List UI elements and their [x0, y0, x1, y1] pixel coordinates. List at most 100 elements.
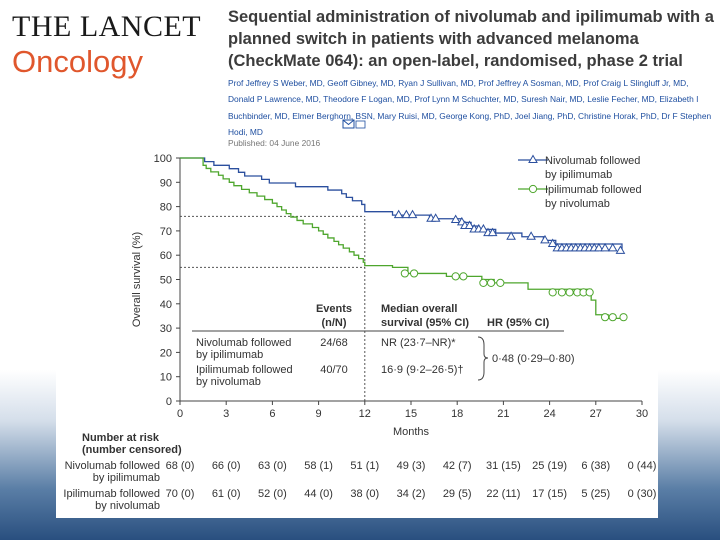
y-axis-label: Overall survival (%): [131, 232, 143, 327]
survival-curve-nivolumab: [180, 157, 623, 252]
email-icon[interactable]: [342, 119, 366, 129]
censor-mark-circle: [479, 278, 488, 288]
censor-mark-circle: [608, 313, 617, 322]
risk-row-label: Ipilimumab followed: [63, 488, 160, 500]
x-tick-label: 18: [451, 408, 463, 420]
risk-count: 38 (0): [350, 488, 379, 500]
censor-mark-circle: [486, 278, 496, 288]
risk-table-title: (number censored): [82, 444, 182, 456]
y-tick-label: 20: [160, 347, 172, 359]
y-tick-label: 30: [160, 323, 172, 335]
risk-count: 63 (0): [258, 460, 287, 472]
risk-count: 61 (0): [212, 488, 241, 500]
risk-count: 58 (1): [304, 460, 333, 472]
risk-count: 68 (0): [166, 460, 195, 472]
risk-count: 49 (3): [397, 460, 426, 472]
inset-group-label: Ipilimumab followed: [196, 364, 293, 376]
censor-mark-triangle: [506, 231, 516, 240]
inset-events-value: 24/68: [320, 337, 348, 349]
inset-group-label: by nivolumab: [196, 376, 261, 388]
legend-label: Nivolumab followed: [545, 155, 640, 167]
inset-header-events: (n/N): [321, 317, 346, 329]
censor-mark-circle: [565, 288, 574, 297]
x-tick-label: 6: [269, 408, 275, 420]
censor-mark-triangle: [478, 223, 489, 233]
inset-header-median: survival (95% CI): [381, 317, 469, 329]
figure-panel: 0 10 20 30 40 50 60 70 80 90 100 0 3 6 9 12 15 18 21 24 27 30…: [56, 150, 658, 518]
y-tick-label: 90: [160, 177, 172, 189]
survival-curve-ipilimumab: [180, 157, 624, 320]
risk-count: 66 (0): [212, 460, 241, 472]
y-tick-label: 40: [160, 299, 172, 311]
censor-mark-circle: [496, 278, 505, 288]
risk-count: 42 (7): [443, 460, 472, 472]
x-tick-label: 24: [543, 408, 555, 420]
survival-chart: 0 10 20 30 40 50 60 70 80 90 100 0 3 6 9 12 15 18 21 24 27 30…: [63, 153, 656, 512]
censor-mark-circle: [600, 313, 610, 322]
x-tick-label: 21: [497, 408, 509, 420]
risk-count: 17 (15): [532, 488, 567, 500]
censor-mark-triangle: [407, 209, 418, 219]
y-tick-label: 80: [160, 202, 172, 214]
x-tick-label: 12: [359, 408, 371, 420]
inset-events-value: 40/70: [320, 364, 348, 376]
x-tick-label: 30: [636, 408, 648, 420]
y-tick-label: 50: [160, 275, 172, 287]
inset-brace: [477, 336, 489, 381]
censor-mark-triangle: [600, 242, 610, 252]
x-tick-label: 27: [590, 408, 602, 420]
risk-count: 51 (1): [350, 460, 379, 472]
censor-mark-triangle: [607, 242, 618, 252]
censor-mark-triangle: [615, 245, 626, 254]
censor-mark-triangle: [487, 227, 498, 237]
legend-marker-triangle: [528, 154, 538, 163]
risk-table: Number at risk(number censored) Nivolumab…: [63, 432, 656, 512]
censor-mark-circle: [548, 288, 557, 297]
risk-count: 31 (15): [486, 460, 521, 472]
censor-mark-triangle: [393, 209, 404, 219]
risk-count: 22 (11): [486, 488, 520, 500]
inset-hr-value: 0·48 (0·29–0·80): [492, 353, 575, 365]
legend-marker-circle: [528, 184, 538, 194]
x-tick-label: 15: [405, 408, 417, 420]
censor-mark-triangle: [464, 220, 475, 230]
risk-row-label: Nivolumab followed: [65, 460, 160, 472]
x-axis-label: Months: [393, 426, 430, 438]
risk-count: 34 (2): [397, 488, 426, 500]
censor-mark-circle: [585, 288, 594, 297]
risk-count: 6 (38): [581, 460, 610, 472]
axes: 0 10 20 30 40 50 60 70 80 90 100 0 3 6 9 12 15 18 21 24 27 30…: [131, 153, 648, 438]
censor-mark-circle: [400, 269, 409, 278]
censor-mark-triangle: [547, 238, 558, 248]
x-tick-label: 9: [316, 408, 322, 420]
inset-median-value: 16·9 (9·2–26·5)†: [381, 364, 464, 376]
published-date: Published: 04 June 2016: [228, 138, 321, 148]
censor-mark-triangle: [540, 234, 550, 244]
inset-header-median: Median overall: [381, 303, 457, 315]
journal-title: THE LANCET: [12, 10, 202, 43]
y-tick-label: 10: [160, 372, 172, 384]
censor-mark-circle: [409, 269, 419, 278]
censor-mark-triangle: [401, 209, 412, 219]
risk-row-label: by ipilimumab: [93, 472, 160, 484]
risk-count: 29 (5): [443, 488, 472, 500]
author-list[interactable]: Prof Jeffrey S Weber, MD, Geoff Gibney, …: [228, 78, 712, 137]
x-tick-label: 3: [223, 408, 229, 420]
reference-lines: [180, 215, 366, 401]
censor-mark-circle: [451, 272, 460, 281]
inset-header-hr: HR (95% CI): [487, 317, 550, 329]
y-tick-label: 60: [160, 250, 172, 262]
censor-mark-triangle: [526, 231, 536, 240]
legend: Nivolumab followed by ipilimumab Ipilimuma…: [518, 154, 642, 210]
paper-title: Sequential administration of nivolumab a…: [228, 8, 714, 70]
risk-count: 0 (30): [628, 488, 657, 500]
y-tick-label: 100: [154, 153, 172, 165]
legend-label: Ipilimumab followed: [545, 184, 642, 196]
inset-header-events: Events: [316, 303, 352, 315]
risk-count: 25 (19): [532, 460, 567, 472]
y-tick-label: 0: [166, 396, 172, 408]
y-tick-label: 70: [160, 226, 172, 238]
inset-table: Events (n/N) Median overall survival (95% C…: [192, 303, 575, 388]
censor-mark-triangle: [450, 214, 461, 223]
x-tick-label: 0: [177, 408, 183, 420]
